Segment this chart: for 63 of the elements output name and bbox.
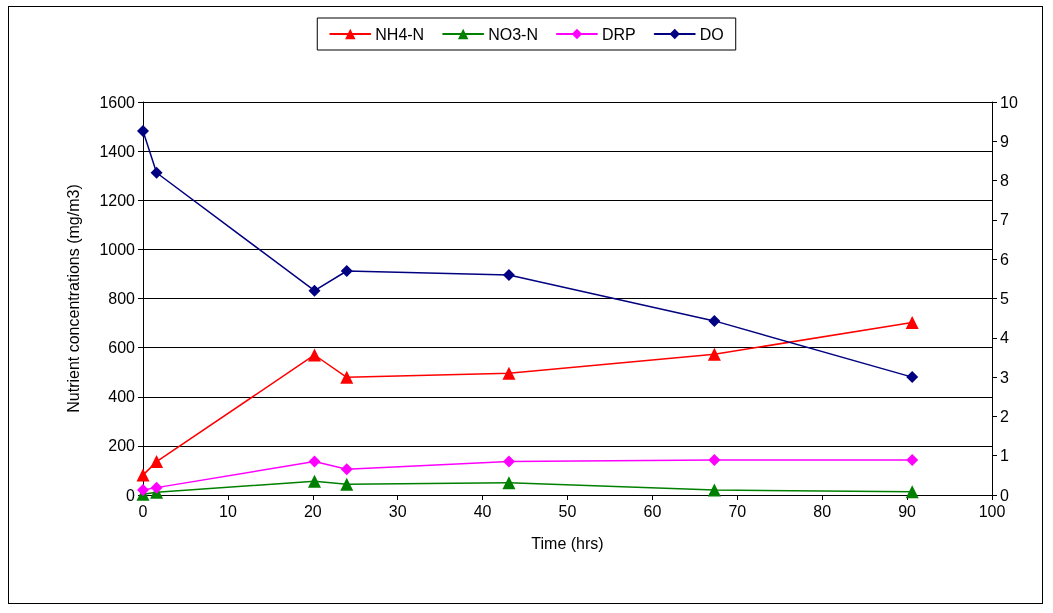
point: [502, 455, 515, 468]
x-tick-label: 30: [388, 502, 407, 520]
y2-tick-label: 3: [1000, 368, 1009, 386]
point: [137, 125, 149, 138]
point: [906, 453, 919, 466]
x-tick-label: 90: [898, 502, 917, 520]
y-tick-label: 800: [108, 290, 136, 307]
y-tick-label: 0: [126, 486, 136, 504]
y-tick-label: 1400: [99, 142, 136, 160]
y2-tick-label: 6: [1000, 250, 1009, 268]
x-tick-label: 50: [558, 502, 577, 520]
y2-tick-label: 2: [1000, 407, 1009, 425]
y-tick-label: 1600: [99, 93, 136, 111]
point: [340, 264, 353, 277]
y-tick-label: 200: [108, 437, 136, 455]
point: [150, 481, 163, 494]
point: [707, 347, 721, 361]
x-axis-title: Time (hrs): [531, 534, 604, 552]
y2-tick-label: 9: [1000, 132, 1009, 150]
point: [502, 268, 515, 281]
point: [708, 453, 721, 466]
x-tick-label: 0: [138, 502, 148, 520]
y-tick-label: 1200: [99, 191, 136, 209]
y-axis-title: Nutrient concentrations (mg/m3): [64, 184, 82, 413]
point: [150, 166, 163, 179]
point: [340, 477, 354, 491]
point: [136, 468, 150, 482]
legend-label: NO3-N: [488, 25, 538, 43]
y2-tick-label: 5: [1000, 290, 1009, 307]
point: [308, 474, 321, 488]
legend-label: DRP: [601, 25, 636, 43]
point: [906, 371, 919, 384]
point: [340, 370, 354, 384]
x-tick-label: 60: [643, 502, 662, 520]
legend-label: DO: [699, 25, 724, 43]
y2-tick-label: 0: [1000, 486, 1009, 504]
point: [707, 483, 721, 497]
x-tick-label: 80: [813, 502, 832, 520]
y2-tick-label: 1: [1000, 447, 1009, 465]
point: [905, 485, 919, 499]
point: [502, 366, 516, 380]
x-tick-label: 100: [978, 502, 1006, 520]
point: [340, 463, 353, 476]
y-tick-label: 1000: [99, 240, 136, 258]
y-tick-label: 600: [108, 339, 136, 357]
x-tick-label: 70: [728, 502, 747, 520]
y2-tick-label: 10: [1000, 93, 1018, 111]
x-tick-label: 40: [473, 502, 492, 520]
point: [308, 348, 321, 362]
point: [150, 455, 164, 469]
y-tick-label: 400: [108, 388, 136, 406]
point: [308, 284, 321, 297]
point: [708, 314, 721, 327]
legend-label: NH4-N: [375, 25, 425, 43]
x-tick-label: 10: [219, 502, 237, 520]
point: [502, 476, 516, 490]
point: [137, 484, 149, 497]
y2-tick-label: 7: [1000, 211, 1009, 229]
y2-tick-label: 8: [1000, 172, 1009, 190]
point: [308, 455, 321, 468]
y2-tick-label: 4: [1000, 329, 1009, 347]
x-tick-label: 20: [303, 502, 322, 520]
point: [905, 316, 919, 330]
